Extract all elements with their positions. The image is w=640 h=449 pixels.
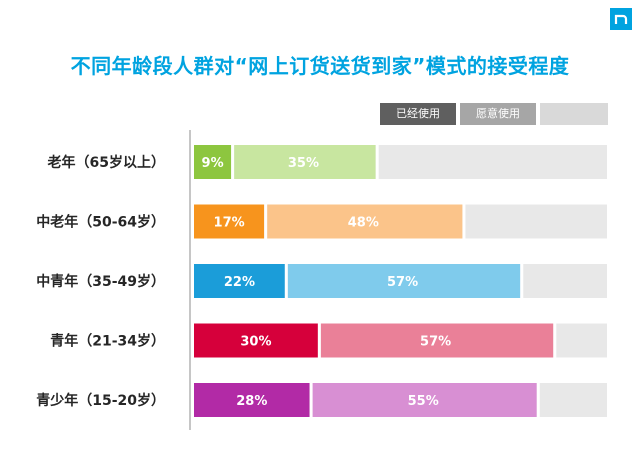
bar-separator xyxy=(520,264,524,298)
bar-separator xyxy=(553,323,557,358)
bar-used xyxy=(194,323,318,358)
bar-willing xyxy=(287,264,521,298)
value-label-used: 30% xyxy=(240,335,271,350)
bar-separator xyxy=(284,264,288,298)
bar-used xyxy=(194,204,265,239)
value-label-used: 9% xyxy=(202,156,224,171)
value-label-used: 22% xyxy=(224,275,255,290)
bar-separator xyxy=(536,383,540,417)
value-label-willing: 55% xyxy=(408,394,439,409)
category-label: 中老年（50-64岁） xyxy=(36,214,165,231)
bar-separator xyxy=(231,145,235,179)
value-label-willing: 35% xyxy=(288,156,319,171)
category-label: 青少年（15-20岁） xyxy=(36,392,165,409)
legend-willing: 愿意使用 xyxy=(460,103,536,125)
value-label-used: 17% xyxy=(214,216,245,231)
value-label-willing: 48% xyxy=(348,216,379,231)
bar-willing xyxy=(312,383,537,417)
bar-separator xyxy=(317,323,321,358)
bar-separator xyxy=(462,204,466,239)
legend-used: 已经使用 xyxy=(380,103,456,125)
legend-rest xyxy=(540,103,608,125)
bar-used xyxy=(194,264,285,298)
chart-title: 不同年龄段人群对“网上订货送货到家”模式的接受程度 xyxy=(70,54,570,78)
category-label: 中青年（35-49岁） xyxy=(36,273,165,290)
category-label: 老年（65岁以上） xyxy=(48,154,165,171)
bar-separator xyxy=(375,145,379,179)
bar-separator xyxy=(309,383,313,417)
bar-separator xyxy=(264,204,268,239)
value-label-used: 28% xyxy=(236,394,267,409)
value-label-willing: 57% xyxy=(420,335,451,350)
category-label: 青年（21-34岁） xyxy=(50,333,165,350)
bar-willing xyxy=(320,323,554,358)
nielsen-logo-icon xyxy=(610,8,632,30)
bar-willing xyxy=(234,145,376,179)
value-label-willing: 57% xyxy=(387,275,418,290)
bar-used xyxy=(194,383,310,417)
bar-willing xyxy=(267,204,463,239)
bar-used xyxy=(194,145,232,179)
